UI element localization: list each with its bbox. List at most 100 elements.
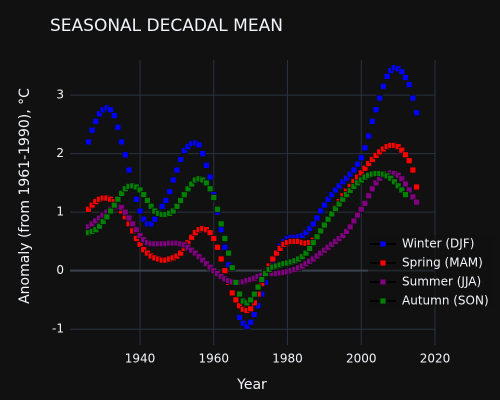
- marker: [346, 223, 354, 231]
- marker: [302, 249, 310, 257]
- marker: [394, 182, 402, 190]
- marker: [409, 193, 417, 201]
- legend-marker: [379, 259, 387, 267]
- x-tick-label: 2020: [420, 352, 451, 366]
- marker: [199, 150, 207, 158]
- marker: [92, 226, 100, 234]
- marker: [136, 207, 144, 215]
- y-tick-label: 0: [56, 263, 64, 277]
- marker: [402, 191, 409, 198]
- series: [85, 169, 420, 286]
- marker: [398, 175, 406, 183]
- marker: [413, 198, 420, 206]
- x-tick-label: 1960: [199, 352, 230, 366]
- marker: [203, 161, 210, 169]
- series: [85, 64, 420, 330]
- marker: [206, 173, 214, 181]
- marker: [309, 220, 317, 228]
- marker: [169, 207, 177, 215]
- marker: [136, 240, 144, 248]
- marker: [99, 218, 107, 225]
- marker: [158, 202, 166, 210]
- y-tick-label: 2: [56, 146, 64, 160]
- marker: [236, 290, 243, 298]
- marker: [405, 186, 413, 194]
- chart-title: SEASONAL DECADAL MEAN: [50, 16, 283, 36]
- marker: [114, 195, 122, 203]
- marker: [409, 166, 417, 174]
- marker: [309, 239, 317, 246]
- marker: [228, 264, 236, 272]
- marker: [413, 183, 420, 191]
- marker: [250, 311, 258, 318]
- marker: [262, 270, 269, 278]
- marker: [365, 132, 373, 140]
- marker: [247, 296, 255, 304]
- marker: [210, 235, 218, 242]
- marker: [144, 197, 151, 204]
- marker: [372, 179, 380, 187]
- marker: [357, 169, 365, 177]
- marker: [180, 191, 188, 198]
- y-tick-label: -1: [52, 322, 64, 336]
- marker: [92, 118, 100, 125]
- marker: [402, 74, 409, 81]
- marker: [118, 190, 126, 197]
- marker: [136, 232, 144, 239]
- legend-marker: [379, 297, 387, 305]
- marker: [335, 182, 343, 190]
- marker: [250, 290, 258, 298]
- marker: [354, 160, 361, 168]
- marker: [332, 205, 339, 213]
- marker: [96, 110, 103, 118]
- marker: [173, 202, 181, 210]
- marker: [365, 192, 373, 200]
- marker: [195, 141, 203, 149]
- marker: [398, 186, 406, 194]
- marker: [372, 106, 380, 114]
- y-axis-label: Anomaly (from 1961-1990), °C: [17, 88, 33, 304]
- marker: [140, 246, 148, 254]
- marker: [339, 195, 347, 203]
- marker: [162, 197, 170, 204]
- marker: [320, 201, 328, 209]
- marker: [217, 255, 225, 263]
- marker: [343, 174, 350, 182]
- marker: [166, 188, 173, 196]
- marker: [361, 164, 369, 172]
- marker: [96, 222, 103, 230]
- marker: [228, 289, 236, 297]
- marker: [247, 305, 255, 313]
- marker: [214, 243, 221, 251]
- marker: [110, 112, 118, 119]
- marker: [103, 213, 111, 221]
- marker: [313, 214, 321, 222]
- marker: [221, 267, 229, 275]
- marker: [376, 94, 384, 102]
- x-tick-label: 1980: [272, 352, 303, 366]
- marker: [350, 183, 358, 190]
- series: [85, 170, 409, 307]
- marker: [221, 243, 229, 251]
- marker: [247, 318, 255, 326]
- marker: [405, 81, 413, 88]
- legend-label: Winter (DJF): [402, 237, 474, 251]
- y-tick-label: 3: [56, 88, 64, 102]
- marker: [357, 205, 365, 213]
- marker: [217, 220, 225, 228]
- marker: [320, 221, 328, 229]
- marker: [346, 170, 354, 178]
- marker: [140, 191, 148, 198]
- marker: [107, 106, 114, 114]
- marker: [387, 174, 395, 182]
- marker: [225, 249, 232, 257]
- marker: [368, 185, 376, 193]
- marker: [125, 166, 133, 174]
- marker: [306, 225, 314, 232]
- marker: [85, 138, 92, 146]
- marker: [273, 249, 280, 257]
- marker: [298, 253, 306, 261]
- marker: [350, 166, 358, 174]
- marker: [368, 118, 376, 125]
- marker: [258, 276, 266, 283]
